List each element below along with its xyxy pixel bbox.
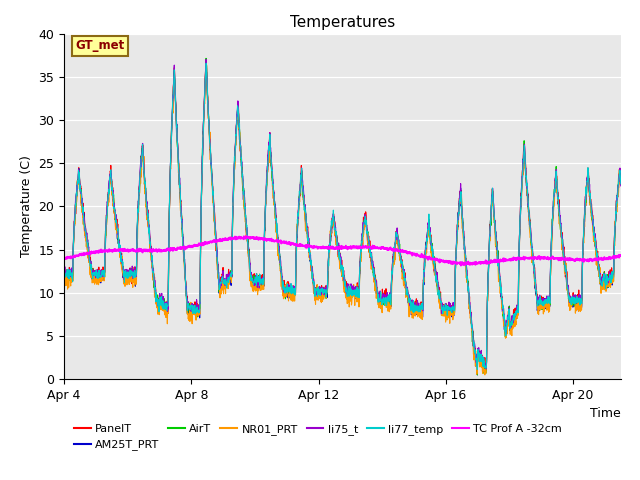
NR01_PRT [617,181,625,187]
AirT [316,289,324,295]
Line: AirT: AirT [64,59,621,375]
NR01_PRT [60,277,68,283]
TC Prof A -32cm [499,257,507,263]
PanelT [602,279,609,285]
AM25T_PRT [60,275,68,281]
PanelT [617,181,625,187]
li75_t [60,273,68,279]
TC Prof A -32cm [601,256,609,262]
li77_temp [202,60,210,66]
TC Prof A -32cm [617,253,625,259]
Text: GT_met: GT_met [75,39,124,52]
li75_t [202,57,210,62]
TC Prof A -32cm [602,256,609,262]
AirT [202,56,210,61]
NR01_PRT [202,64,210,70]
li77_temp [499,303,507,309]
Line: li75_t: li75_t [64,60,621,369]
AM25T_PRT [88,271,96,276]
TC Prof A -32cm [88,250,96,256]
li75_t [617,183,625,189]
TC Prof A -32cm [316,245,324,251]
TC Prof A -32cm [243,233,251,239]
PanelT [483,367,490,372]
NR01_PRT [481,372,489,378]
Line: li77_temp: li77_temp [64,63,621,370]
li77_temp [602,280,609,286]
li77_temp [60,276,68,281]
PanelT [88,272,96,278]
PanelT [331,224,339,229]
PanelT [601,282,609,288]
AM25T_PRT [617,182,625,188]
AirT [474,372,481,378]
Y-axis label: Temperature (C): Temperature (C) [20,156,33,257]
li77_temp [601,280,609,286]
li77_temp [617,181,625,187]
AM25T_PRT [474,372,481,378]
li77_temp [474,367,481,372]
AM25T_PRT [202,61,210,67]
li75_t [602,278,609,284]
li75_t [482,366,490,372]
li75_t [88,268,96,274]
AirT [88,269,96,275]
AM25T_PRT [331,231,339,237]
TC Prof A -32cm [331,246,339,252]
PanelT [316,287,324,292]
Legend: PanelT, AM25T_PRT, AirT, NR01_PRT, li75_t, li77_temp, TC Prof A -32cm: PanelT, AM25T_PRT, AirT, NR01_PRT, li75_… [70,420,566,455]
AM25T_PRT [499,307,507,313]
TC Prof A -32cm [457,263,465,268]
li75_t [316,285,324,290]
PanelT [202,58,210,63]
Title: Temperatures: Temperatures [290,15,395,30]
li75_t [499,308,507,314]
NR01_PRT [316,290,324,296]
AirT [499,303,507,309]
Line: NR01_PRT: NR01_PRT [64,67,621,375]
Line: PanelT: PanelT [64,60,621,370]
NR01_PRT [601,285,609,290]
NR01_PRT [602,286,609,291]
li75_t [601,278,609,284]
AirT [602,281,609,287]
AirT [331,227,339,233]
li75_t [331,222,339,228]
Line: TC Prof A -32cm: TC Prof A -32cm [64,236,621,265]
li77_temp [331,225,339,231]
NR01_PRT [88,279,96,285]
AirT [601,287,609,292]
AirT [60,272,68,278]
X-axis label: Time: Time [590,408,621,420]
li77_temp [316,292,324,298]
Line: AM25T_PRT: AM25T_PRT [64,64,621,375]
li77_temp [88,273,96,279]
AM25T_PRT [316,291,324,297]
TC Prof A -32cm [60,256,68,262]
PanelT [499,306,507,312]
AM25T_PRT [601,276,609,282]
PanelT [60,277,68,283]
AM25T_PRT [602,281,609,287]
NR01_PRT [499,308,507,313]
AirT [617,178,625,184]
NR01_PRT [331,230,339,236]
